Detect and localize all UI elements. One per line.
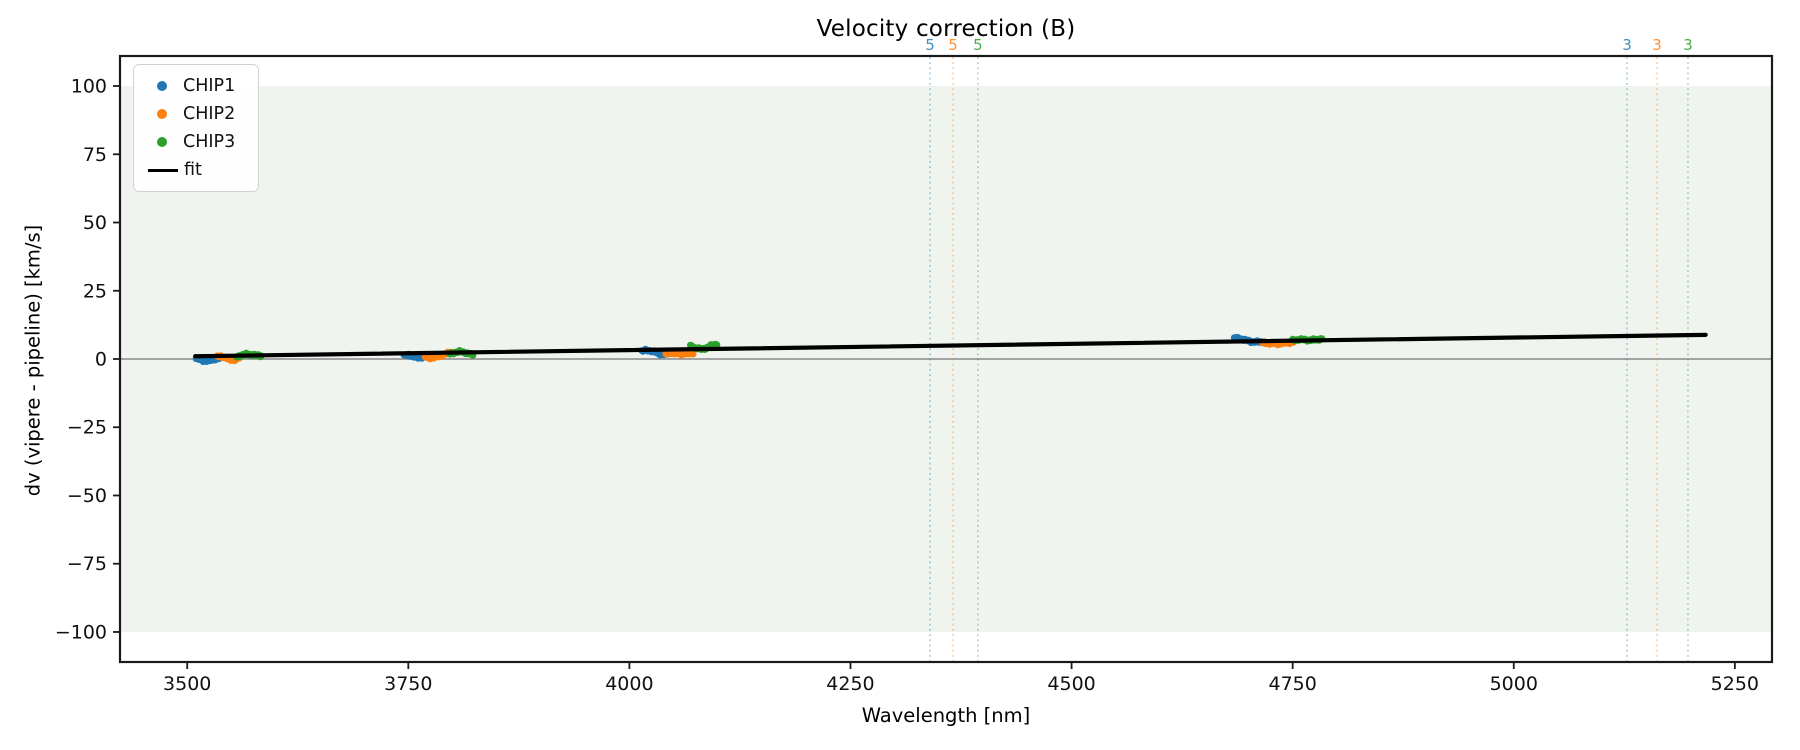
y-tick-label: 75 xyxy=(83,144,107,166)
data-point xyxy=(689,350,697,358)
fit-line xyxy=(193,332,1708,359)
fit-line-icon xyxy=(148,168,178,172)
x-axis-label: Wavelength [nm] xyxy=(861,704,1031,727)
legend-label: CHIP2 xyxy=(183,104,236,124)
legend-label: CHIP1 xyxy=(183,76,236,96)
chip3-marker-icon xyxy=(157,137,167,147)
x-tick-label: 3500 xyxy=(163,673,211,695)
legend-item-chip2: CHIP2 xyxy=(134,100,258,128)
y-tick-label: 0 xyxy=(95,349,107,371)
legend-item-chip3: CHIP3 xyxy=(134,128,258,156)
y-tick-label: −100 xyxy=(55,621,107,643)
x-tick-label: 5000 xyxy=(1490,673,1538,695)
legend-label: CHIP3 xyxy=(183,132,236,152)
marker-count-label: 3 xyxy=(1652,36,1662,54)
y-tick-label: −50 xyxy=(67,485,107,507)
marker-count-label: 3 xyxy=(1622,36,1632,54)
data-point xyxy=(713,341,721,349)
legend-item-chip1: CHIP1 xyxy=(134,72,258,100)
x-tick-label: 5250 xyxy=(1711,673,1759,695)
legend-label: fit xyxy=(184,160,202,180)
chip1-marker-icon xyxy=(157,81,167,91)
legend: CHIP1 CHIP2 CHIP3 fit xyxy=(133,64,259,192)
marker-count-label: 5 xyxy=(973,36,983,54)
x-tick-label: 4250 xyxy=(826,673,874,695)
marker-count-label: 3 xyxy=(1683,36,1693,54)
y-tick-label: −75 xyxy=(67,553,107,575)
marker-count-label: 5 xyxy=(925,36,935,54)
y-tick-label: 100 xyxy=(71,76,107,98)
x-tick-label: 4500 xyxy=(1047,673,1095,695)
marker-count-label: 5 xyxy=(948,36,958,54)
chip2-marker-icon xyxy=(157,109,167,119)
x-tick-label: 3750 xyxy=(384,673,432,695)
x-tick-label: 4750 xyxy=(1268,673,1316,695)
y-axis-label: dv (vipere - pipeline) [km/s] xyxy=(21,224,45,497)
y-tick-label: −25 xyxy=(67,417,107,439)
legend-item-fit: fit xyxy=(134,156,258,184)
x-tick-label: 4000 xyxy=(605,673,653,695)
y-tick-label: 50 xyxy=(83,212,107,234)
y-tick-label: 25 xyxy=(83,280,107,302)
chart-title: Velocity correction (B) xyxy=(816,16,1076,42)
